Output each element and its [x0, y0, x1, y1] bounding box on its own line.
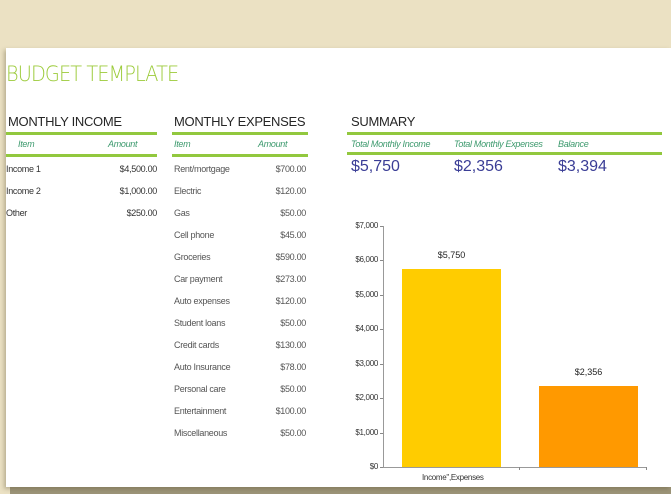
expenses-row: Auto Insurance $78.00 [174, 362, 306, 376]
bar-value-label: $2,356 [574, 366, 603, 377]
summary-section-title: SUMMARY [351, 114, 416, 129]
expenses-row: Entertainment $100.00 [174, 406, 306, 420]
expenses-item-label: Miscellaneous [174, 428, 228, 438]
income-item-amount: $250.00 [126, 208, 158, 218]
expenses-row: Student loans $50.00 [174, 318, 306, 332]
income-item-label: Income 1 [6, 164, 41, 174]
expenses-row: Car payment $273.00 [174, 274, 306, 288]
expenses-item-label: Auto Insurance [174, 362, 231, 372]
expenses-item-label: Student loans [174, 318, 226, 328]
expenses-header-bottom-line [172, 154, 308, 157]
y-tick-label: $0 [369, 462, 379, 471]
x-axis-label: Income",Expenses [422, 473, 484, 482]
summary-col-income: Total Monthly Income [351, 139, 431, 149]
expenses-item-amount: $100.00 [275, 406, 307, 416]
expenses-item-label: Car payment [174, 274, 223, 284]
expenses-row: Gas $50.00 [174, 208, 306, 222]
summary-header-bottom-line [347, 152, 662, 155]
income-section-title: MONTHLY INCOME [8, 114, 122, 129]
income-row: Other $250.00 [6, 208, 157, 222]
expenses-section-title: MONTHLY EXPENSES [174, 114, 306, 129]
expenses-row: Credit cards $130.00 [174, 340, 306, 354]
expenses-item-amount: $120.00 [275, 296, 307, 306]
expenses-item-label: Personal care [174, 384, 226, 394]
income-row: Income 2 $1,000.00 [6, 186, 157, 200]
y-tick-label: $3,000 [355, 358, 378, 368]
expenses-item-label: Electric [174, 186, 202, 196]
expenses-row: Auto expenses $120.00 [174, 296, 306, 310]
expenses-item-amount: $45.00 [280, 230, 306, 240]
total-expenses-value: $2,356 [454, 158, 503, 175]
summary-col-balance: Balance [558, 139, 589, 149]
bar-expenses [539, 385, 638, 467]
y-tick-label: $5,000 [355, 289, 378, 299]
income-item-label: Other [6, 208, 28, 218]
expenses-item-amount: $50.00 [280, 384, 306, 394]
y-tick [380, 329, 383, 331]
expenses-item-label: Entertainment [174, 406, 227, 416]
summary-header-top-line [347, 132, 662, 135]
expenses-col-item: Item [174, 139, 191, 149]
expenses-row: Personal care $50.00 [174, 384, 306, 398]
expenses-item-amount: $700.00 [275, 164, 307, 174]
budget-sheet: BUDGET TEMPLATE MONTHLY INCOME Item Amou… [6, 48, 671, 487]
income-item-amount: $1,000.00 [119, 186, 158, 196]
expenses-row: Electric $120.00 [174, 186, 306, 200]
expenses-item-amount: $50.00 [280, 208, 306, 218]
expenses-item-amount: $78.00 [280, 362, 306, 372]
y-tick [380, 432, 383, 434]
income-item-label: Income 2 [6, 186, 41, 196]
y-tick [380, 467, 383, 468]
y-tick-label: $1,000 [355, 427, 378, 437]
page-title: BUDGET TEMPLATE [6, 62, 179, 86]
expenses-item-amount: $273.00 [275, 274, 307, 284]
expenses-item-label: Credit cards [174, 340, 219, 350]
x-tick [519, 467, 520, 470]
y-tick-label: $2,000 [355, 393, 378, 403]
expenses-item-amount: $590.00 [275, 252, 307, 262]
expenses-item-label: Groceries [174, 252, 211, 262]
expenses-item-amount: $130.00 [275, 340, 307, 350]
expenses-item-amount: $50.00 [280, 318, 306, 328]
y-tick-label: $7,000 [355, 221, 378, 230]
expenses-item-label: Gas [174, 208, 190, 218]
y-tick [380, 226, 383, 227]
income-header-bottom-line [6, 154, 157, 157]
bar-value-label: $5,750 [437, 250, 466, 261]
bar-income [402, 269, 501, 467]
y-tick [380, 294, 383, 296]
y-tick [380, 363, 383, 365]
x-tick [646, 467, 647, 470]
income-header-top-line [6, 132, 157, 135]
expenses-item-label: Cell phone [174, 230, 215, 240]
x-axis [383, 467, 646, 468]
y-tick [380, 398, 383, 400]
balance-value: $3,394 [558, 158, 607, 175]
y-tick-label: $6,000 [355, 255, 378, 265]
y-axis [383, 226, 384, 468]
income-col-item: Item [18, 139, 35, 149]
expenses-row: Miscellaneous $50.00 [174, 428, 306, 442]
expenses-item-label: Rent/mortgage [174, 164, 230, 174]
page-shadow [10, 487, 671, 494]
income-item-amount: $4,500.00 [119, 164, 158, 174]
expenses-col-amount: Amount [258, 139, 288, 149]
expenses-header-top-line [172, 132, 308, 135]
y-tick-label: $4,000 [355, 324, 378, 334]
expenses-item-label: Auto expenses [174, 296, 230, 306]
expenses-row: Cell phone $45.00 [174, 230, 306, 244]
expenses-row: Rent/mortgage $700.00 [174, 164, 306, 178]
expenses-item-amount: $120.00 [275, 186, 307, 196]
y-tick [380, 260, 383, 262]
income-row: Income 1 $4,500.00 [6, 164, 157, 178]
expenses-item-amount: $50.00 [280, 428, 306, 438]
total-income-value: $5,750 [351, 158, 400, 175]
summary-col-expenses: Total Monthly Expenses [454, 139, 543, 149]
income-col-amount: Amount [108, 139, 138, 149]
expenses-row: Groceries $590.00 [174, 252, 306, 266]
